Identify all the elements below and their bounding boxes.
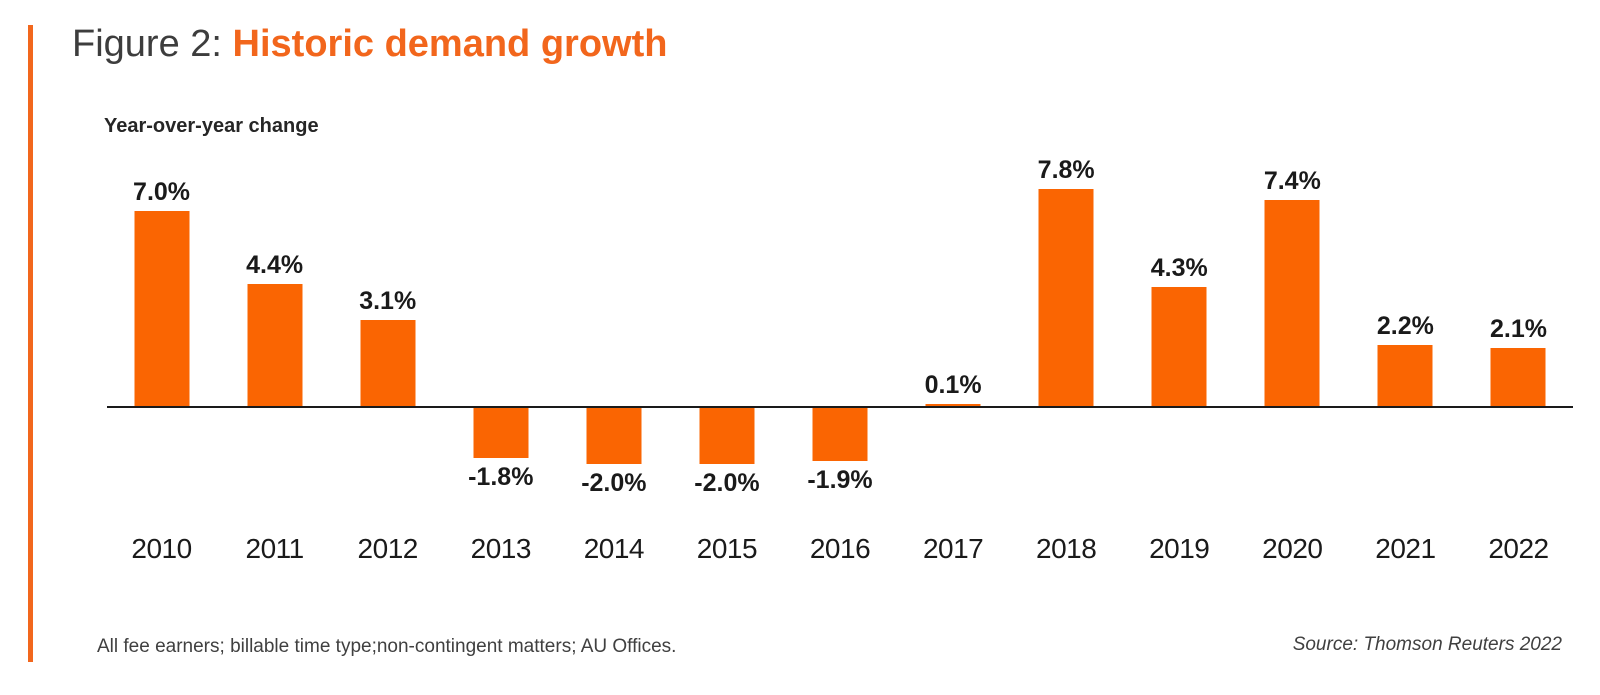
bar-2012 xyxy=(360,320,416,407)
figure-label: Figure 2: xyxy=(72,23,222,65)
chart-subtitle: Year-over-year change xyxy=(104,115,319,137)
bar-2015 xyxy=(699,408,755,464)
bar-value-label-2016: -1.9% xyxy=(807,466,873,494)
bar-2021 xyxy=(1377,345,1433,407)
axis-tick-label-2012: 2012 xyxy=(357,533,419,564)
bar-column-2010: 7.0% 2010 xyxy=(105,160,218,580)
bar-value-label-2012: 3.1% xyxy=(359,287,417,315)
x-axis-line xyxy=(107,406,1573,408)
bar-column-2018: 7.8% 2018 xyxy=(1010,156,1123,580)
source-credit: Source: Thomson Reuters 2022 xyxy=(1292,634,1562,655)
bar-column-2013: -1.8% 2013 xyxy=(444,160,557,580)
bar-value-label-2011: 4.4% xyxy=(246,251,304,279)
axis-tick-label-2011: 2011 xyxy=(245,533,305,564)
bar-2013 xyxy=(473,408,529,458)
axis-tick-label-2017: 2017 xyxy=(922,533,984,564)
bar-value-label-2018: 7.8% xyxy=(1037,156,1095,184)
bar-2022 xyxy=(1490,348,1546,407)
axis-tick-label-2010: 2010 xyxy=(131,533,192,564)
bar-value-label-2022: 2.1% xyxy=(1489,315,1547,343)
bar-value-label-2015: -2.0% xyxy=(694,469,760,497)
axis-tick-label-2022: 2022 xyxy=(1488,533,1549,564)
bar-2016 xyxy=(812,408,868,461)
axis-tick-label-2020: 2020 xyxy=(1262,533,1323,564)
bar-column-2021: 2.2% 2021 xyxy=(1349,160,1462,580)
bar-2014 xyxy=(586,408,642,464)
bar-2011 xyxy=(247,284,303,407)
axis-tick-label-2019: 2019 xyxy=(1149,533,1210,564)
bar-column-2017: 0.1% 2017 xyxy=(897,160,1010,580)
axis-tick-label-2018: 2018 xyxy=(1036,533,1097,564)
bar-value-label-2014: -2.0% xyxy=(581,469,647,497)
bar-value-label-2017: 0.1% xyxy=(924,371,982,399)
left-accent-rule xyxy=(28,25,33,662)
figure-name: Historic demand growth xyxy=(232,23,668,65)
axis-tick-label-2021: 2021 xyxy=(1375,533,1436,564)
bar-2020 xyxy=(1264,200,1320,407)
bar-column-2019: 4.3% 2019 xyxy=(1123,160,1236,580)
axis-tick-label-2016: 2016 xyxy=(809,533,871,564)
bar-column-2011: 4.4% 2011 xyxy=(218,160,331,580)
bar-column-2022: 2.1% 2022 xyxy=(1462,160,1575,580)
bar-value-label-2019: 4.3% xyxy=(1150,254,1208,282)
bar-2019 xyxy=(1151,287,1207,407)
bar-value-label-2021: 2.2% xyxy=(1376,312,1434,340)
bar-column-2015: -2.0% 2015 xyxy=(670,160,783,580)
bar-2010 xyxy=(134,211,190,407)
bar-value-label-2013: -1.8% xyxy=(468,463,534,491)
axis-tick-label-2013: 2013 xyxy=(470,533,532,564)
bar-2018 xyxy=(1038,189,1094,407)
bar-column-2012: 3.1% 2012 xyxy=(331,160,444,580)
bar-value-label-2020: 7.4% xyxy=(1263,167,1321,195)
axis-tick-label-2015: 2015 xyxy=(696,533,758,564)
axis-tick-label-2014: 2014 xyxy=(583,533,645,564)
bar-2017 xyxy=(925,404,981,407)
bar-column-2020: 7.4% 2020 xyxy=(1236,160,1349,580)
bar-chart: 7.0% 2010 4.4% 2011 3.1% 2012 -1.8% 2013 -2.0% 20… xyxy=(105,156,1575,580)
bar-column-2014: -2.0% 2014 xyxy=(557,160,670,580)
footnote: All fee earners; billable time type;non-… xyxy=(97,636,677,657)
figure-title: Figure 2: Historic demand growth xyxy=(72,22,667,66)
bar-value-label-2010: 7.0% xyxy=(133,178,191,206)
bar-column-2016: -1.9% 2016 xyxy=(783,160,896,580)
